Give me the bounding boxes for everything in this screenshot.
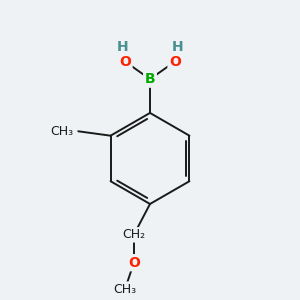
Text: CH₃: CH₃ xyxy=(113,283,136,296)
Text: B: B xyxy=(145,72,155,86)
Text: CH₂: CH₂ xyxy=(122,228,146,241)
Text: H: H xyxy=(116,40,128,54)
Text: H: H xyxy=(172,40,184,54)
Text: CH₃: CH₃ xyxy=(50,125,73,138)
Text: O: O xyxy=(119,55,131,68)
Text: O: O xyxy=(169,55,181,68)
Text: O: O xyxy=(128,256,140,270)
